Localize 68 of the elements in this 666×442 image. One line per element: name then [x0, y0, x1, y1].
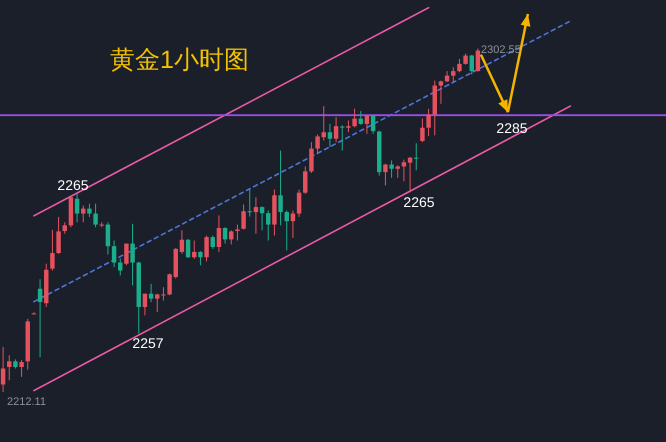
candlestick [426, 108, 431, 137]
candlestick [19, 360, 24, 378]
candlestick [334, 116, 338, 143]
chart-title: 黄金1小时图 [110, 46, 249, 74]
candlestick [142, 293, 148, 316]
candlestick [402, 159, 406, 182]
candlestick [222, 226, 228, 244]
candlestick [340, 124, 344, 151]
candlestick [383, 163, 388, 186]
candlestick [204, 235, 209, 262]
annotation: 2265 [57, 177, 89, 193]
text: 2212.11 [7, 396, 46, 408]
candlestick [106, 222, 110, 256]
candlestick [229, 230, 234, 245]
annotation: 2265 [403, 194, 435, 210]
candlestick [284, 210, 289, 251]
candlestick [260, 206, 264, 231]
candlestick [50, 229, 55, 272]
candlestick [87, 203, 92, 218]
candlestick [290, 210, 296, 238]
candlestick [364, 114, 370, 134]
candlestick [7, 354, 12, 381]
candlestick [309, 142, 314, 174]
candlestick [463, 53, 468, 66]
candlestick [248, 188, 252, 218]
candlestick [328, 123, 332, 148]
candlestick [414, 142, 418, 171]
candlestick [198, 250, 203, 266]
candlestick [451, 66, 456, 83]
candlestick [192, 240, 196, 260]
candlestick [81, 205, 86, 223]
ref-line-label: 2285 [496, 120, 528, 136]
candlestick [216, 214, 222, 252]
candlestick [13, 358, 18, 370]
candlestick [38, 278, 42, 358]
candlestick [457, 58, 462, 73]
candlestick [396, 164, 400, 178]
candlestick [470, 54, 474, 76]
candlestick [358, 110, 363, 126]
candlestick [56, 216, 61, 254]
candlestick [148, 283, 154, 303]
candlestick [278, 150, 283, 226]
candlestick [241, 204, 246, 230]
candlestick [370, 114, 376, 134]
candlestick [93, 203, 98, 228]
candlestick [74, 193, 80, 223]
candlestick [352, 108, 357, 128]
candlestick [346, 120, 351, 133]
candlestick [186, 238, 190, 258]
candlestick [296, 189, 302, 218]
candlestick [303, 166, 308, 194]
candlestick [420, 118, 425, 143]
candlestick [476, 48, 480, 72]
candlestick [438, 80, 444, 104]
candlestick [118, 258, 122, 276]
candlestick [444, 70, 450, 83]
candlestick [254, 196, 258, 234]
candlestick [130, 223, 135, 286]
candlestick [210, 235, 215, 250]
annotation: 2257 [132, 335, 164, 351]
candlestick [124, 243, 129, 266]
candlestick [408, 156, 412, 193]
candlestick [266, 210, 270, 242]
candlestick [389, 160, 394, 178]
candlestick [0, 346, 6, 393]
candlestick [235, 224, 240, 242]
candlestick [112, 240, 116, 268]
candlestick [62, 222, 67, 234]
